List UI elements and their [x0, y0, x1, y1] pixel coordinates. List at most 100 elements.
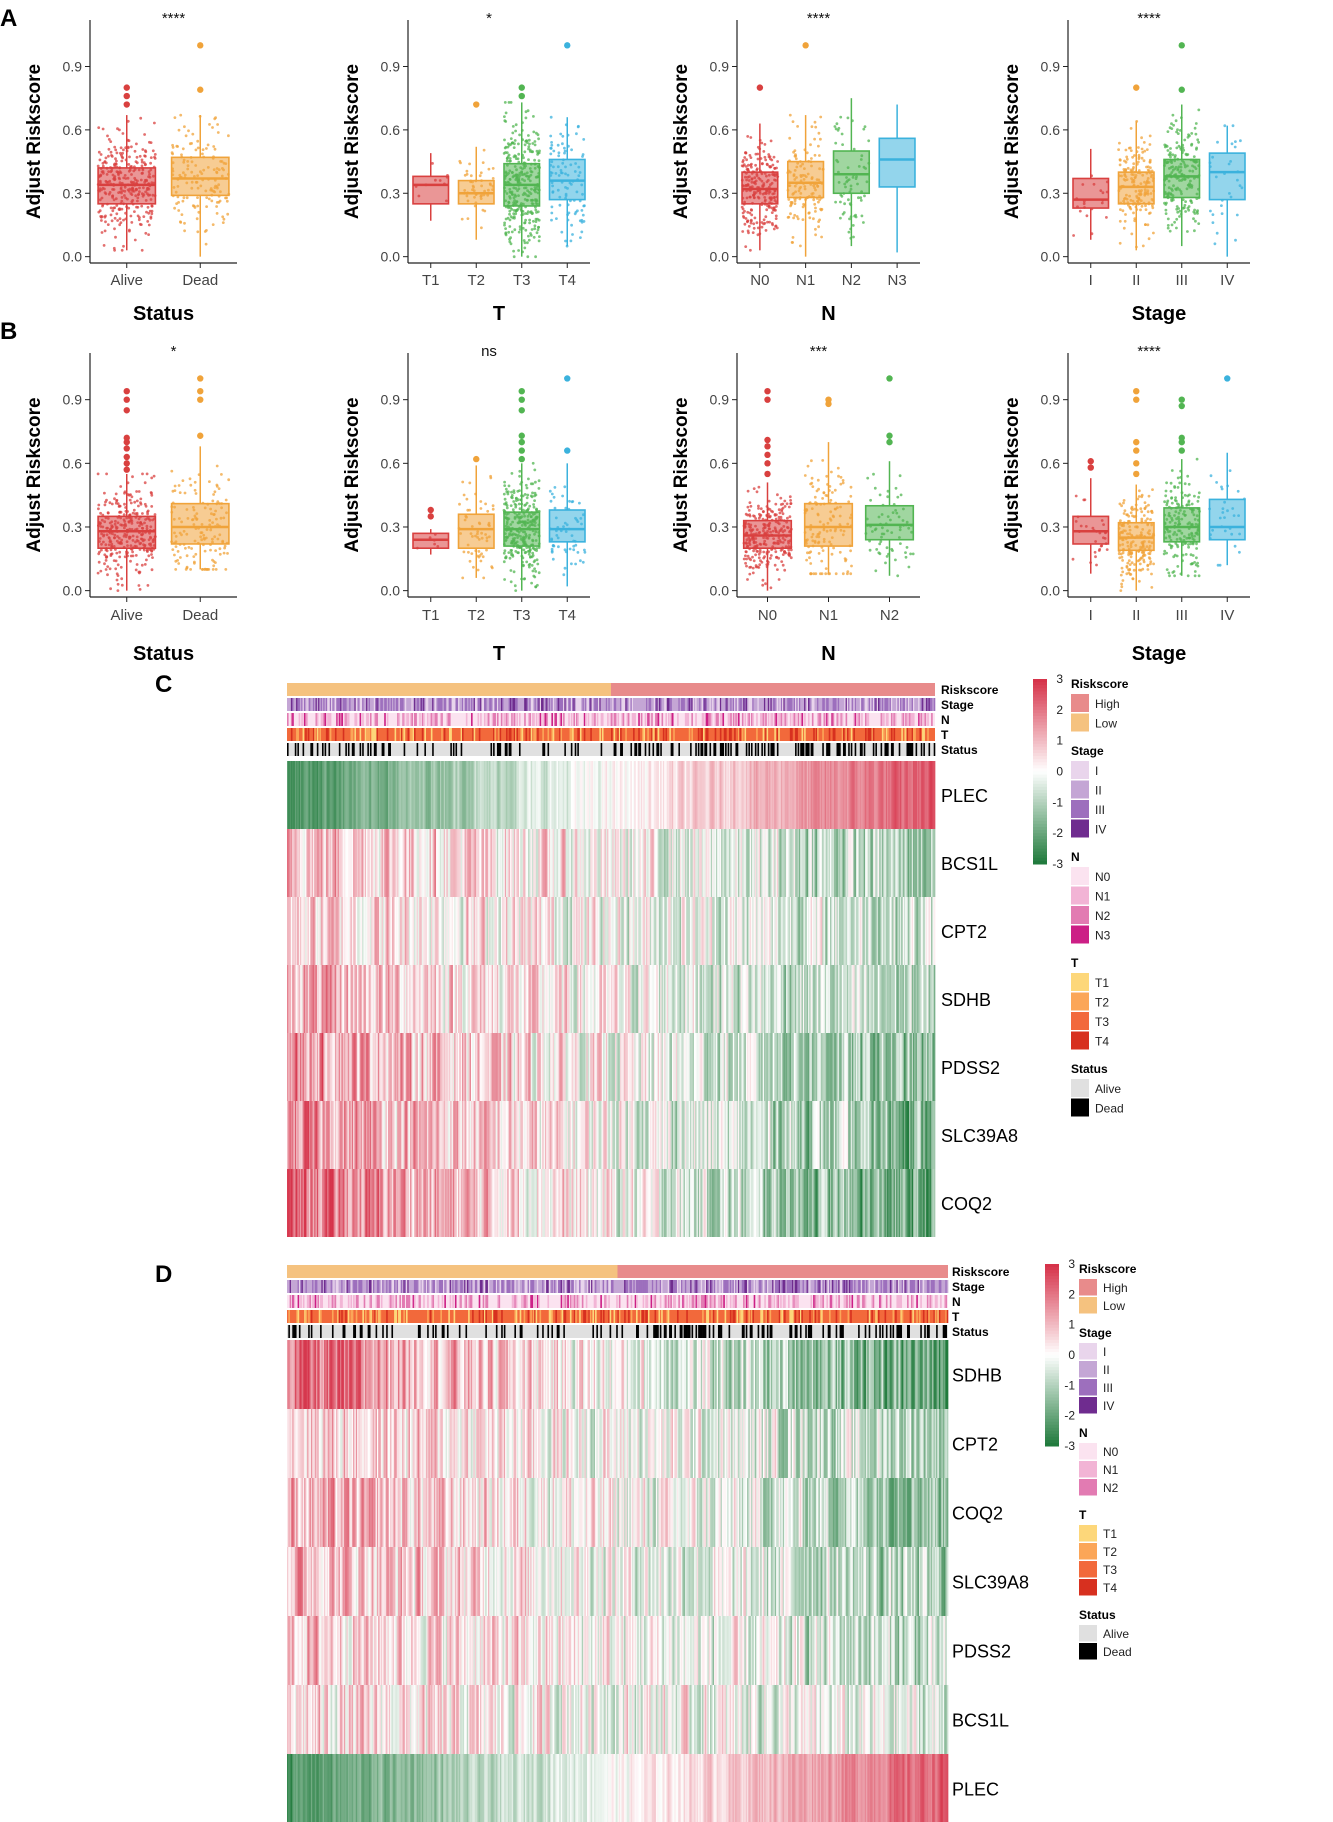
data-point — [120, 583, 124, 587]
data-point — [1196, 561, 1199, 565]
data-point — [537, 571, 541, 575]
data-point — [509, 215, 513, 219]
data-point — [899, 542, 902, 545]
data-point — [137, 504, 140, 508]
track-cell — [568, 713, 570, 726]
data-point — [1146, 568, 1150, 571]
data-point — [1140, 495, 1144, 499]
data-point — [756, 233, 760, 237]
data-point — [1197, 140, 1200, 144]
data-point — [1166, 149, 1170, 152]
data-point — [875, 548, 879, 551]
track-cell — [774, 728, 776, 741]
data-point — [1233, 544, 1237, 548]
data-point — [128, 155, 131, 159]
data-point — [205, 229, 208, 232]
data-point — [1197, 574, 1201, 578]
data-point — [757, 507, 760, 510]
data-point — [503, 484, 507, 487]
data-point — [503, 138, 506, 142]
data-point — [128, 498, 132, 502]
outlier-point — [1133, 396, 1140, 403]
track-cell — [744, 728, 747, 741]
data-point — [1140, 510, 1144, 514]
data-point — [109, 150, 113, 154]
data-point — [1176, 486, 1180, 489]
data-point — [527, 134, 530, 137]
data-point — [133, 238, 137, 242]
data-point — [512, 146, 516, 150]
data-point — [572, 544, 576, 548]
data-point — [1122, 226, 1126, 230]
data-point — [1178, 481, 1182, 485]
data-point — [201, 148, 205, 152]
data-point — [793, 154, 797, 158]
track-cell — [577, 713, 579, 726]
data-point — [211, 126, 214, 129]
track-cell — [551, 713, 553, 726]
track-cell — [845, 713, 848, 726]
data-point — [113, 227, 116, 231]
data-point — [535, 131, 538, 135]
track-cell — [384, 713, 386, 726]
data-point — [528, 550, 532, 554]
data-point — [187, 129, 190, 133]
data-point — [1121, 559, 1124, 562]
data-point — [768, 220, 771, 224]
data-point — [103, 562, 106, 566]
data-point — [776, 160, 779, 163]
data-point — [479, 171, 483, 175]
y-tick-label: 0.9 — [710, 58, 730, 74]
data-point — [1129, 555, 1133, 559]
data-point — [746, 578, 749, 581]
data-point — [1178, 209, 1182, 213]
track-cell — [585, 713, 587, 726]
data-point — [817, 225, 820, 229]
track-cell — [351, 728, 354, 741]
data-point — [529, 494, 533, 498]
data-point — [847, 230, 851, 234]
data-point — [513, 154, 517, 158]
data-point — [506, 155, 510, 159]
data-point — [149, 161, 153, 165]
track-cell — [853, 728, 855, 741]
data-point — [1071, 557, 1075, 561]
data-point — [580, 230, 584, 234]
data-point — [1128, 573, 1132, 576]
data-point — [749, 248, 752, 252]
data-point — [502, 492, 506, 496]
data-point — [813, 137, 816, 141]
data-point — [1142, 159, 1146, 163]
data-point — [1183, 203, 1187, 207]
data-point — [1183, 493, 1187, 497]
data-point — [550, 211, 554, 215]
track-cell — [516, 713, 518, 726]
data-point — [522, 577, 526, 581]
data-point — [762, 222, 765, 226]
data-point — [1163, 143, 1167, 147]
data-point — [774, 224, 778, 228]
data-point — [465, 169, 469, 173]
track-cell — [560, 728, 563, 741]
data-point — [1141, 150, 1145, 154]
panel-label-c: C — [155, 671, 172, 698]
y-axis-label: Adjust Riskscore — [342, 397, 363, 552]
data-point — [793, 213, 797, 217]
data-point — [552, 495, 556, 499]
data-point — [578, 501, 581, 505]
data-point — [1167, 571, 1171, 575]
data-point — [187, 546, 191, 549]
outlier-point — [1133, 470, 1140, 478]
data-point — [527, 138, 531, 142]
track-cell — [307, 728, 310, 741]
track-cell — [765, 713, 767, 726]
data-point — [796, 217, 800, 221]
data-point — [536, 153, 539, 156]
data-point — [535, 558, 539, 562]
data-point — [568, 547, 572, 551]
data-point — [509, 549, 513, 552]
data-point — [1118, 163, 1122, 167]
data-point — [147, 223, 151, 227]
data-point — [490, 566, 494, 570]
